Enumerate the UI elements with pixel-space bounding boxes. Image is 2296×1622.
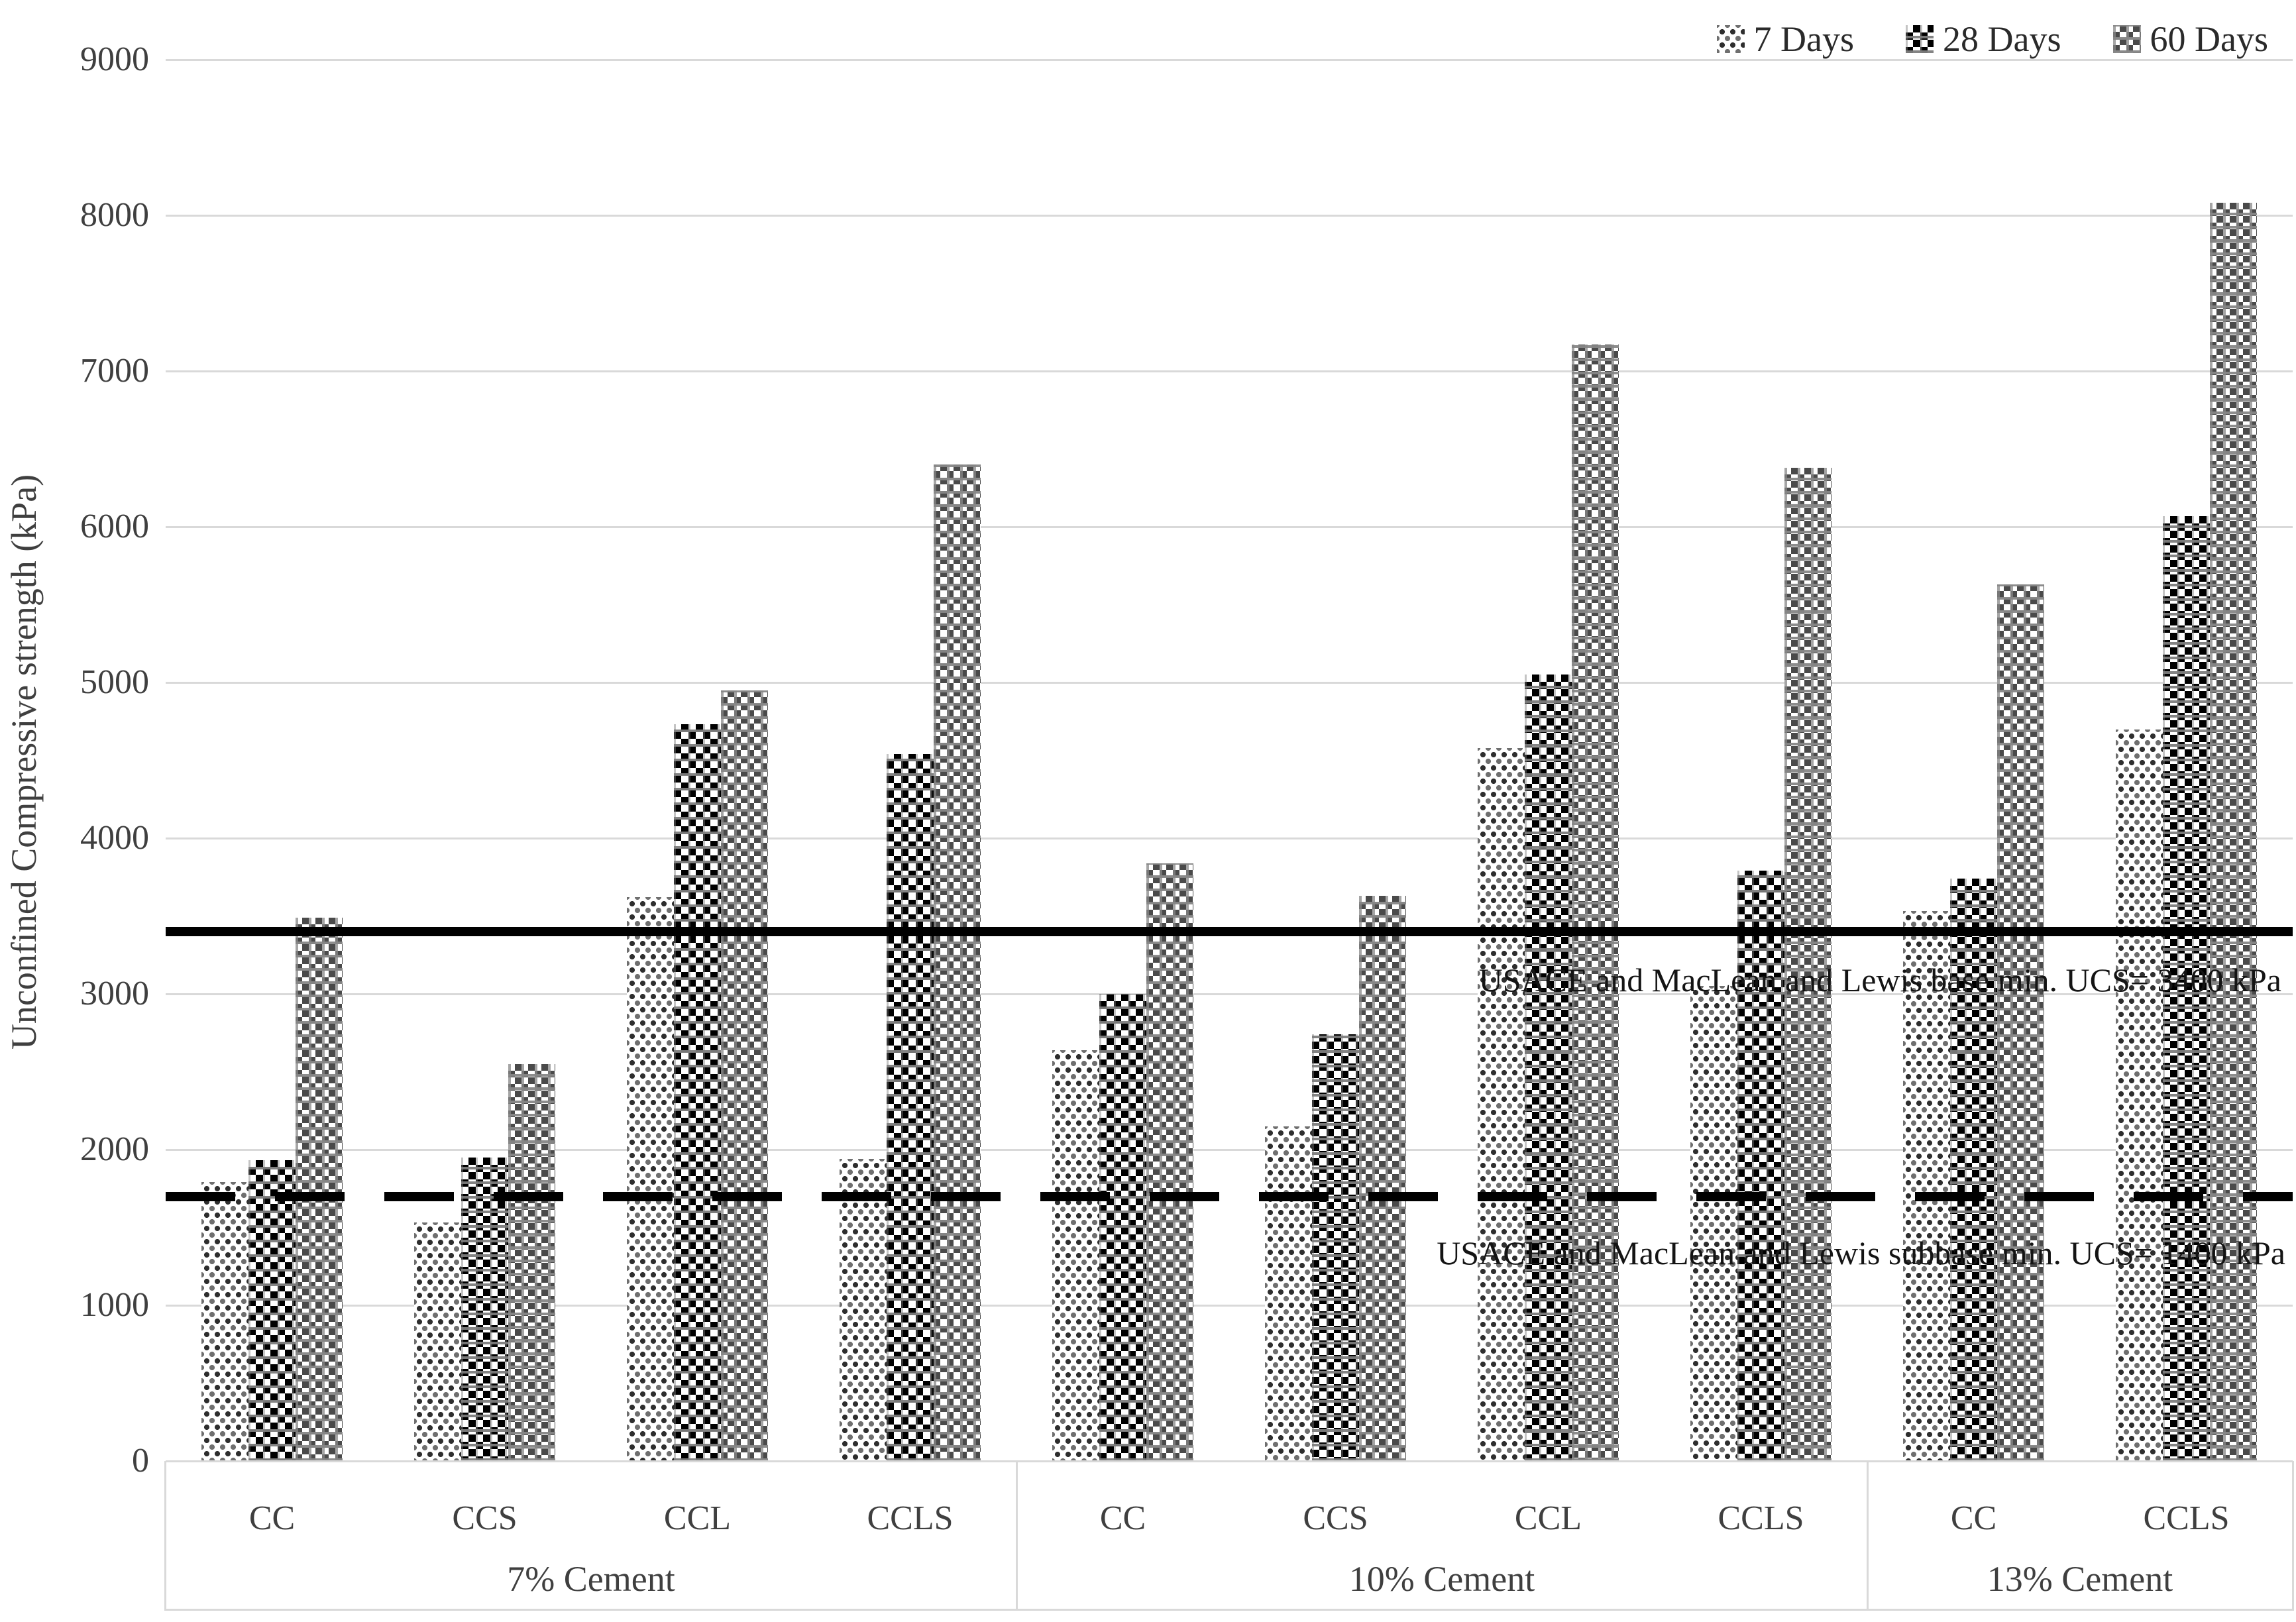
category-label: CCL — [1514, 1499, 1582, 1537]
legend-swatch-28-days — [1906, 25, 1934, 53]
legend-item: 7 Days — [1716, 19, 1855, 60]
bar-7-days — [627, 897, 674, 1461]
ref-line-subbase — [166, 1191, 2293, 1201]
y-tick-label: 3000 — [80, 975, 149, 1012]
axis-divider — [2292, 1461, 2294, 1611]
gridline — [166, 1149, 2293, 1151]
bar-60-days — [934, 464, 981, 1461]
ref-line-base — [166, 927, 2293, 936]
y-tick-label: 0 — [132, 1442, 149, 1480]
gridline — [166, 838, 2293, 839]
bar-7-days — [840, 1159, 887, 1461]
bar-28-days — [1737, 871, 1784, 1461]
x-axis-line — [166, 1460, 2293, 1462]
bar-60-days — [721, 690, 768, 1461]
legend-label: 28 Days — [1943, 19, 2061, 59]
bar-7-days — [1478, 747, 1525, 1461]
bar-28-days — [248, 1160, 296, 1461]
bar-28-days — [1525, 675, 1572, 1461]
bar-60-days — [1146, 863, 1193, 1461]
group-label: 7% Cement — [507, 1559, 675, 1599]
y-tick-label: 9000 — [80, 40, 149, 78]
bar-28-days — [674, 724, 721, 1461]
axis-divider — [164, 1461, 166, 1611]
gridline — [166, 59, 2293, 61]
y-tick-label: 8000 — [80, 196, 149, 234]
bar-7-days — [1052, 1050, 1099, 1461]
category-label: CCS — [1303, 1499, 1368, 1537]
bar-28-days — [887, 754, 934, 1461]
bar-7-days — [2116, 729, 2163, 1461]
bar-60-days — [1784, 467, 1831, 1461]
category-label: CC — [1099, 1499, 1146, 1537]
axis-divider — [1016, 1461, 1018, 1611]
ref-label-base: USACE and MacLean and Lewis base min. UC… — [1478, 961, 2281, 999]
y-tick-label: 4000 — [80, 819, 149, 857]
bar-7-days — [1265, 1126, 1312, 1461]
bar-28-days — [1950, 879, 1997, 1461]
category-label: CC — [248, 1499, 296, 1537]
category-label: CCLS — [1718, 1499, 1804, 1537]
gridline — [166, 526, 2293, 528]
gridline — [166, 993, 2293, 995]
bar-28-days — [2163, 515, 2210, 1461]
category-label: CCLS — [867, 1499, 954, 1537]
gridline — [166, 1305, 2293, 1307]
legend-swatch-60-days — [2112, 25, 2141, 53]
bar-60-days — [1997, 584, 2044, 1461]
ref-label-subbase: USACE and MacLean and Lewis subbase min.… — [1437, 1234, 2285, 1271]
axis-divider — [1867, 1461, 1869, 1611]
y-tick-label: 1000 — [80, 1286, 149, 1324]
y-axis-title: Unconfined Compressive strength (kPa) — [4, 474, 44, 1050]
bar-7-days — [414, 1222, 461, 1461]
group-label: 10% Cement — [1348, 1559, 1535, 1599]
bar-28-days — [1312, 1034, 1359, 1461]
legend-label: 60 Days — [2150, 19, 2268, 59]
bar-60-days — [2210, 203, 2257, 1461]
gridline — [166, 682, 2293, 684]
bar-60-days — [1359, 895, 1406, 1461]
axis-bottom-border — [166, 1609, 2293, 1611]
bar-60-days — [296, 917, 343, 1461]
gridline — [166, 370, 2293, 372]
category-label: CCLS — [2143, 1499, 2230, 1537]
category-label: CCL — [663, 1499, 732, 1537]
y-tick-label: 7000 — [80, 352, 149, 390]
legend-label: 7 Days — [1753, 19, 1855, 59]
legend-item: 28 Days — [1906, 19, 2061, 60]
bar-60-days — [508, 1063, 555, 1461]
bar-7-days — [1903, 911, 1950, 1461]
bar-60-days — [1572, 345, 1619, 1461]
category-label: CCS — [452, 1499, 518, 1537]
group-label: 13% Cement — [1987, 1559, 2173, 1599]
bar-7-days — [201, 1182, 248, 1461]
y-tick-label: 5000 — [80, 663, 149, 701]
category-label: CC — [1950, 1499, 1997, 1537]
bar-7-days — [1690, 986, 1737, 1461]
y-tick-label: 6000 — [80, 508, 149, 545]
legend-item: 60 Days — [2112, 19, 2268, 60]
bar-28-days — [1099, 994, 1146, 1461]
bar-28-days — [461, 1157, 508, 1461]
legend: 7 Days 28 Days 60 Days — [1716, 19, 2268, 60]
legend-swatch-7-days — [1716, 25, 1745, 53]
y-tick-label: 2000 — [80, 1130, 149, 1168]
gridline — [166, 215, 2293, 217]
